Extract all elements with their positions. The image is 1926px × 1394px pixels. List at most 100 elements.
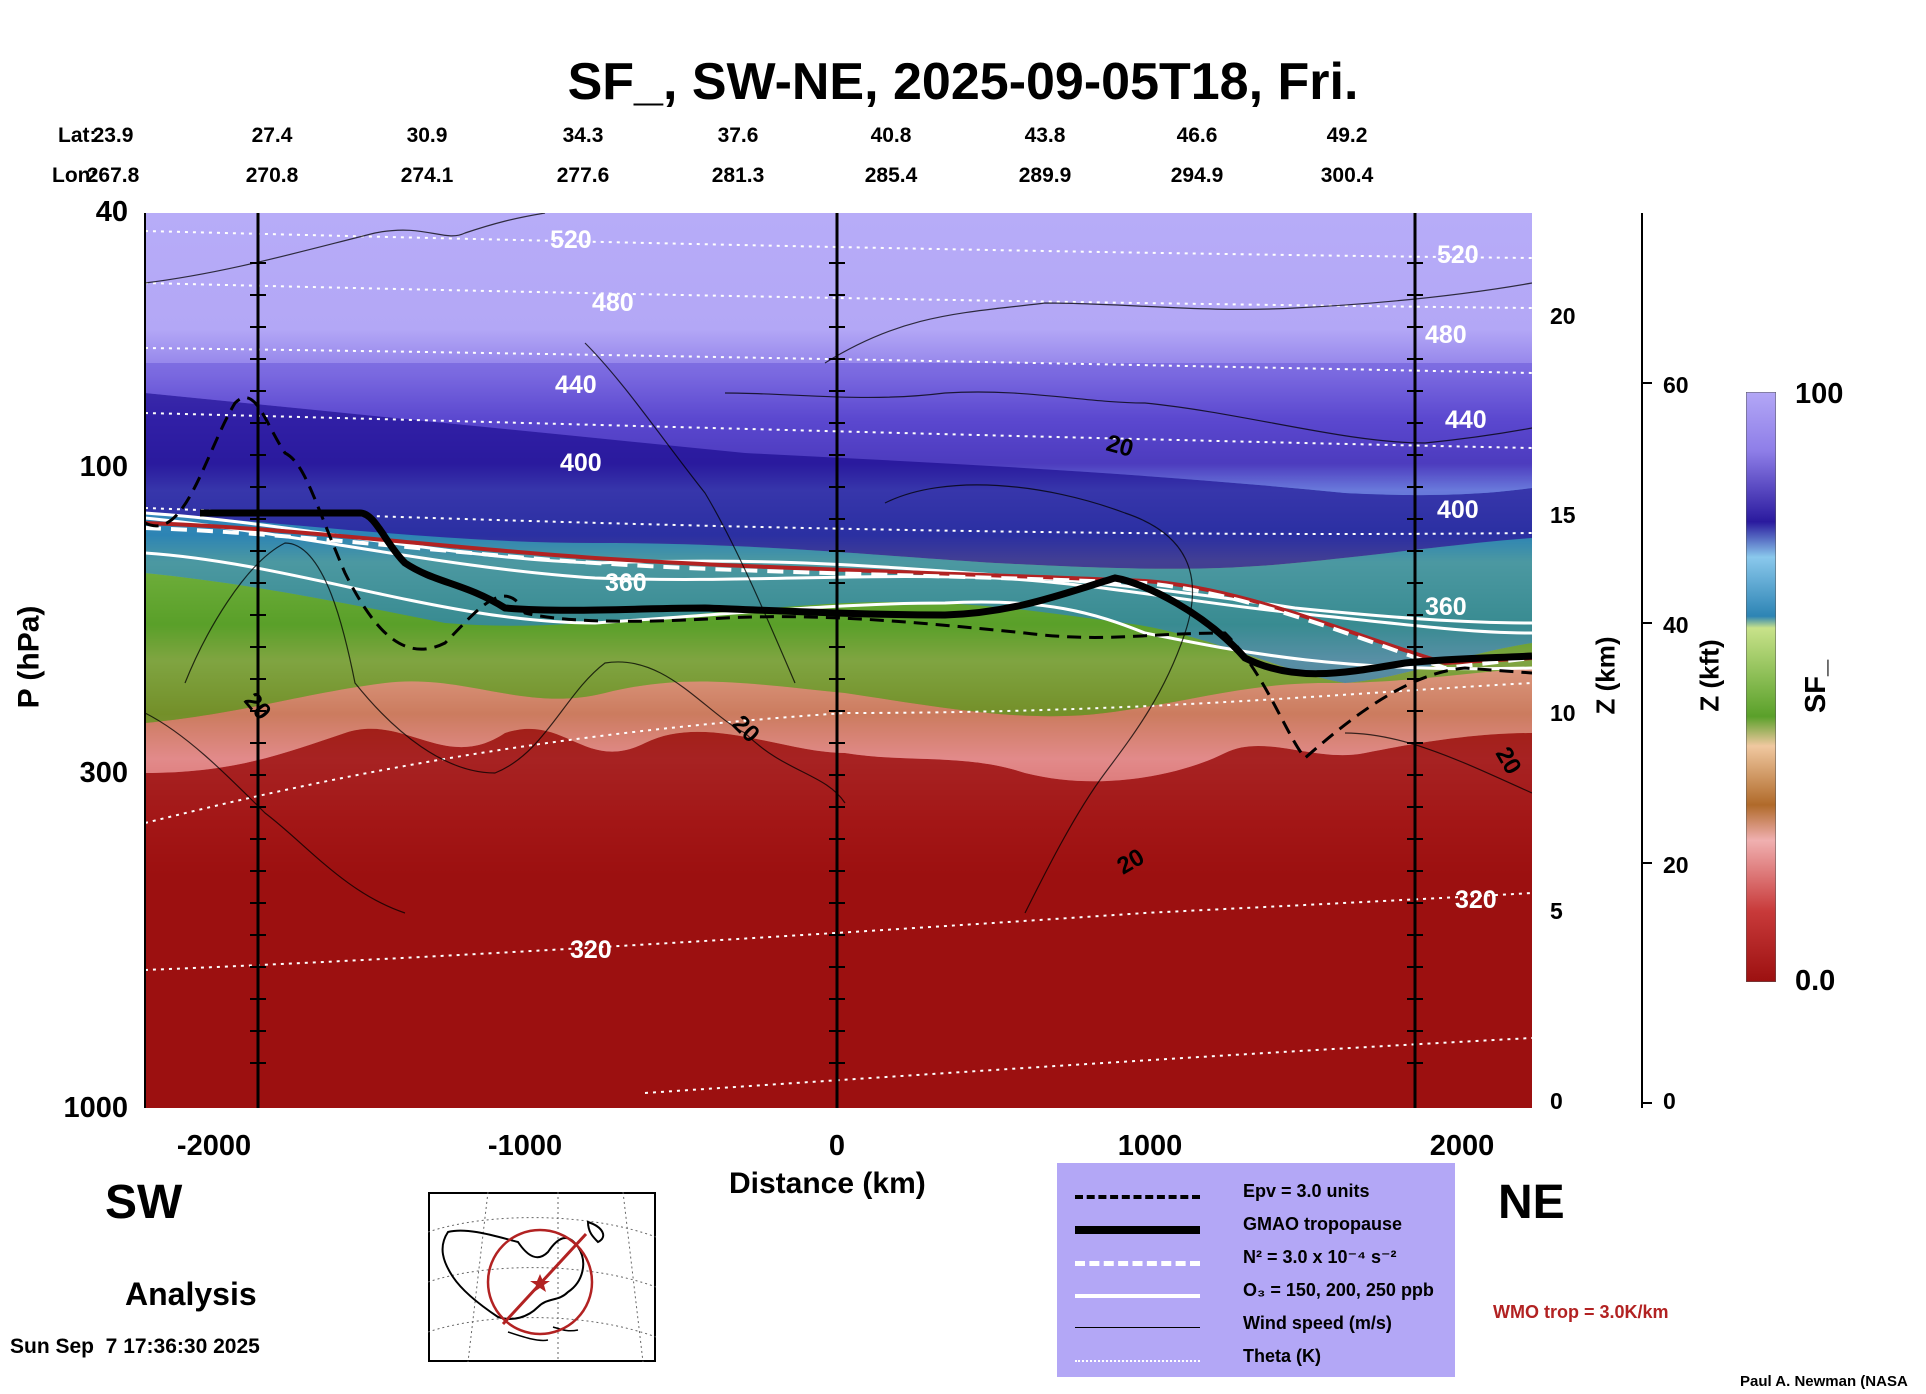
gmao-tropopause-line — [200, 509, 1532, 678]
x-axis-title: Distance (km) — [729, 1167, 926, 1200]
wind-speed-contours — [145, 213, 1532, 914]
lat-value: 30.9 — [406, 124, 448, 147]
map-coastline — [441, 1220, 605, 1320]
zkft-axis-title: Z (kft) — [1694, 639, 1725, 712]
zkft-tick-20: 20 — [1663, 852, 1689, 878]
legend-item-n2: N² = 3.0 x 10⁻⁴ s⁻² — [1075, 1247, 1455, 1277]
lon-value: 281.3 — [711, 164, 765, 187]
lon-value: 277.6 — [556, 164, 610, 187]
xtick-minus-2000: -2000 — [176, 1130, 252, 1162]
theta-label-480-right: 480 — [1425, 321, 1467, 349]
lon-value: 270.8 — [245, 164, 299, 187]
inset-map — [428, 1192, 656, 1362]
lon-label: Lon: — [52, 164, 98, 187]
analysis-label: Analysis — [125, 1276, 257, 1312]
wind-loop-left — [584, 342, 796, 684]
colorbar-title: SF_ — [1800, 659, 1833, 714]
y-axis-title: P (hPa) — [12, 605, 46, 709]
lat-value: 46.6 — [1176, 124, 1218, 147]
theta-320 — [145, 892, 1532, 971]
xtick-minus-1000: -1000 — [487, 1130, 563, 1162]
lat-value: 49.2 — [1326, 124, 1368, 147]
theta-520 — [145, 230, 1532, 259]
zkft-axis — [1641, 213, 1652, 1108]
legend-item-gmao: GMAO tropopause — [1075, 1214, 1455, 1244]
sw-label: SW — [105, 1176, 183, 1229]
zkm-tick-5: 5 — [1550, 898, 1563, 924]
theta-label-400-left: 400 — [560, 449, 602, 477]
colorbar — [1746, 392, 1776, 982]
zkm-tick-10: 10 — [1550, 700, 1576, 726]
wmo-trop-text: WMO trop = 3.0K/km — [1493, 1302, 1669, 1322]
theta-label-360-left: 360 — [605, 569, 647, 597]
wind-jet-right — [884, 484, 1193, 914]
theta-label-480-left: 480 — [592, 289, 634, 317]
ozone-150 — [145, 551, 1532, 671]
xtick-1000: 1000 — [1117, 1130, 1183, 1162]
left-axis-ticks — [144, 213, 146, 1108]
wind-upper-right — [824, 282, 1532, 364]
theta-label-400-right: 400 — [1437, 496, 1479, 524]
ytick-100: 100 — [79, 451, 128, 483]
map-islands — [507, 1326, 579, 1342]
wind-jet-left — [184, 542, 846, 804]
theta-label-320-left: 320 — [570, 936, 612, 964]
lat-value: 34.3 — [562, 124, 604, 147]
profile-ticks — [250, 262, 1423, 1064]
lon-value: 267.8 — [86, 164, 140, 187]
theta-label-360-right: 360 — [1425, 593, 1467, 621]
cross-section-plot: 520 480 440 400 360 320 520 480 440 400 … — [145, 213, 1532, 1108]
wind-mid-right — [724, 391, 1532, 444]
theta-330 — [145, 682, 1532, 824]
theta-labels: 520 480 440 400 360 320 520 480 440 400 … — [550, 226, 1497, 964]
theta-label-440-left: 440 — [555, 371, 597, 399]
lon-value: 300.4 — [1320, 164, 1374, 187]
map-transect — [501, 1232, 588, 1326]
theta-label-320-right: 320 — [1455, 886, 1497, 914]
ytick-1000: 1000 — [63, 1092, 128, 1124]
legend-item-theta: Theta (K) — [1075, 1346, 1455, 1376]
xtick-0: 0 — [828, 1130, 846, 1162]
zkm-tick-0: 0 — [1550, 1088, 1563, 1114]
legend: Epv = 3.0 units GMAO tropopause N² = 3.0… — [1057, 1163, 1455, 1377]
theta-480 — [145, 282, 1532, 309]
zkft-tick-60: 60 — [1663, 372, 1689, 398]
wind-lower — [145, 712, 406, 914]
theta-contours — [145, 230, 1532, 1094]
ytick-40: 40 — [95, 196, 128, 228]
lat-value: 40.8 — [870, 124, 912, 147]
lon-value: 285.4 — [864, 164, 918, 187]
colorbar-min: 0.0 — [1795, 965, 1836, 997]
zkm-tick-15: 15 — [1550, 502, 1576, 528]
lon-value: 289.9 — [1018, 164, 1072, 187]
legend-item-epv: Epv = 3.0 units — [1075, 1181, 1455, 1211]
chart-title: SF_, SW-NE, 2025-09-05T18, Fri. — [567, 53, 1359, 111]
lat-value: 23.9 — [92, 124, 134, 147]
credit-text: Paul A. Newman (NASA — [1740, 1373, 1908, 1390]
wind-jet-far-right — [1344, 732, 1532, 794]
timestamp: Sun Sep 7 17:36:30 2025 — [10, 1335, 260, 1358]
lat-value: 37.6 — [717, 124, 759, 147]
ne-label: NE — [1498, 1176, 1565, 1229]
lat-value: 27.4 — [251, 124, 293, 147]
map-range-circle — [486, 1228, 594, 1336]
epv-line — [145, 396, 1532, 761]
theta-label-440-right: 440 — [1445, 406, 1487, 434]
theta-440 — [145, 347, 1532, 374]
map-center-star — [530, 1274, 550, 1292]
lon-value: 294.9 — [1170, 164, 1224, 187]
ytick-300: 300 — [79, 757, 128, 789]
wind-upper — [145, 213, 546, 284]
lat-label: Lat: — [58, 124, 97, 147]
profile-lines — [256, 213, 1417, 1108]
zkft-tick-0: 0 — [1663, 1088, 1676, 1114]
legend-item-wind: Wind speed (m/s) — [1075, 1313, 1455, 1343]
legend-item-ozone: O₃ = 150, 200, 250 ppb — [1075, 1280, 1455, 1310]
zkm-tick-20: 20 — [1550, 303, 1576, 329]
wmo-tropopause-line — [145, 521, 1532, 666]
theta-310 — [644, 1037, 1532, 1094]
theta-label-520-right: 520 — [1437, 241, 1479, 269]
zkft-tick-40: 40 — [1663, 612, 1689, 638]
theta-400 — [145, 412, 1532, 449]
zkm-axis-title: Z (km) — [1590, 636, 1621, 715]
